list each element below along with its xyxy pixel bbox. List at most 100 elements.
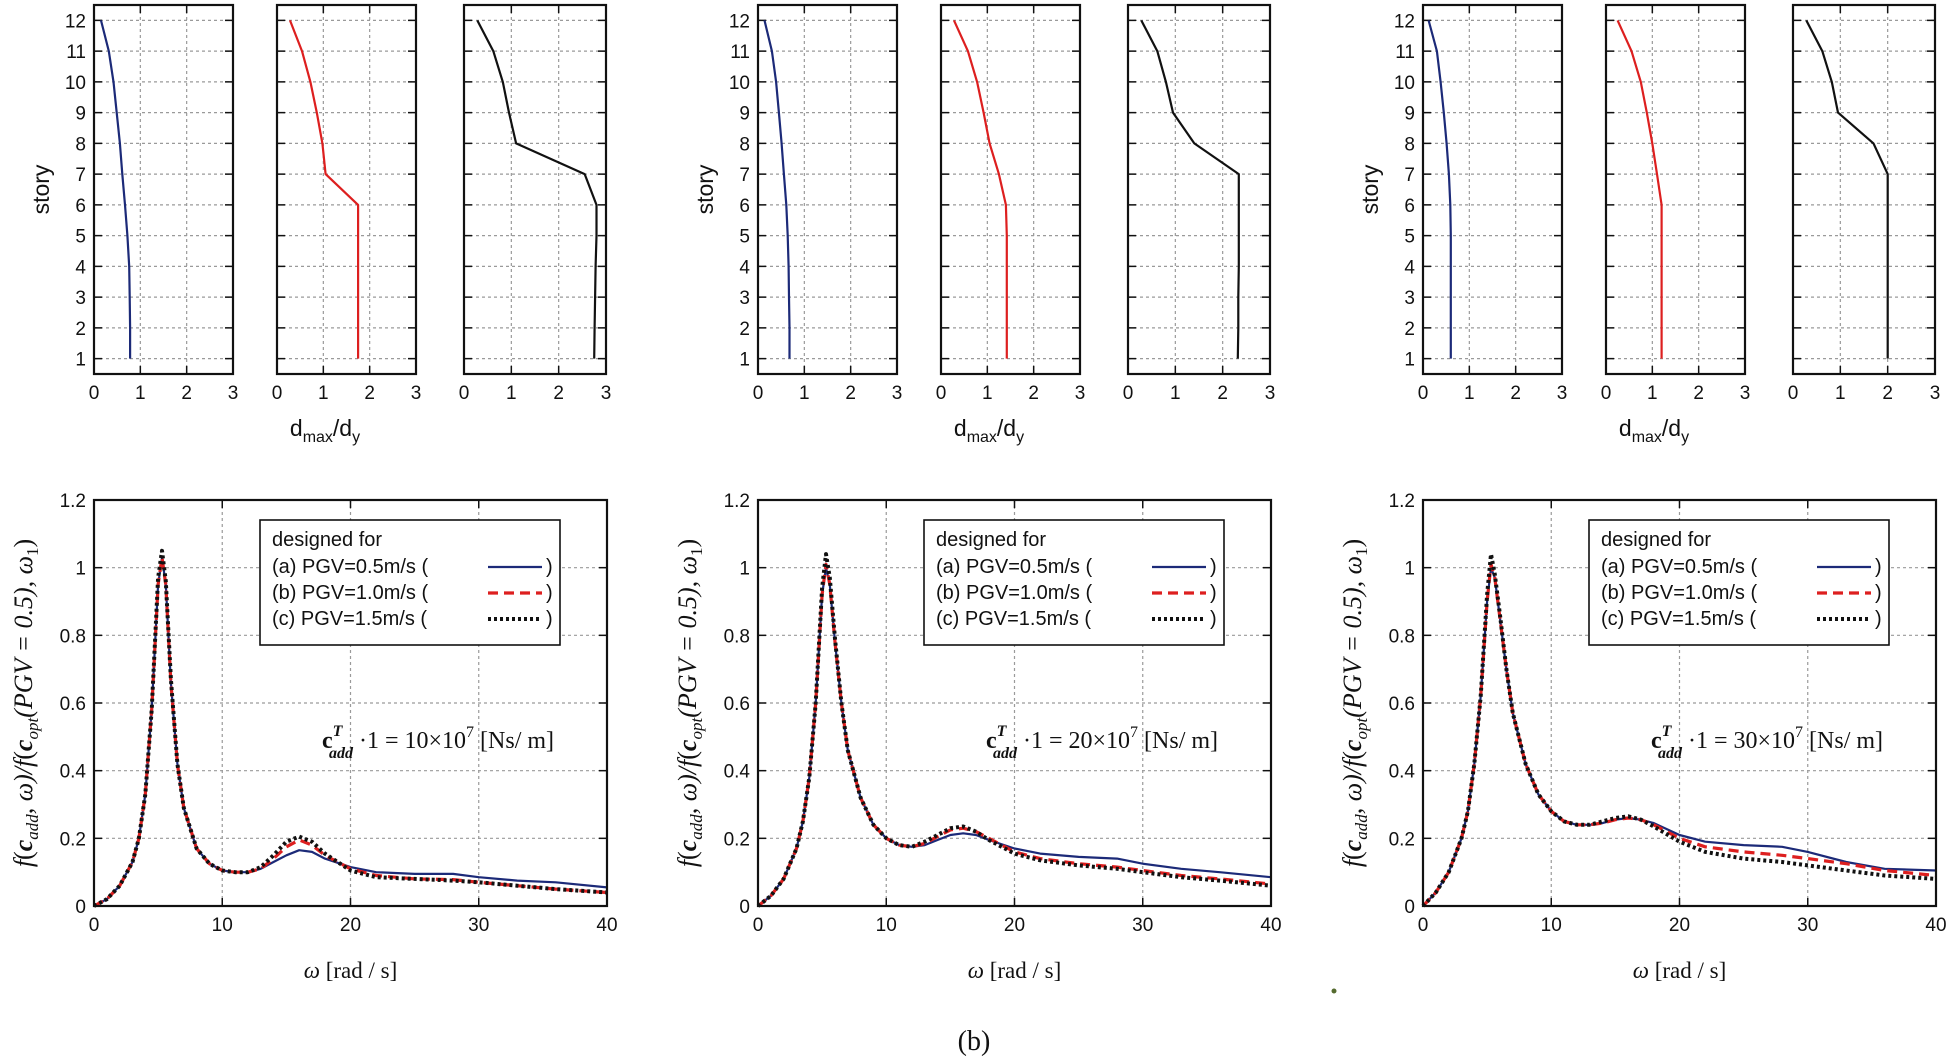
y-tick-label: 3 — [739, 288, 750, 309]
y-tick-label: 10 — [729, 73, 750, 94]
y-label-part: ) — [9, 539, 38, 548]
x-tick-label: 10 — [212, 915, 233, 936]
stray-dot — [1331, 988, 1337, 994]
legend: designed for (a) PGV=0.5m/s () (b) PGV=1.0… — [1588, 519, 1890, 646]
legend-title: designed for — [936, 529, 1046, 551]
x-label-part: /d — [1662, 415, 1681, 441]
x-label-part: /d — [997, 415, 1016, 441]
y-label-part: ) — [673, 539, 702, 548]
plot-frame — [462, 3, 608, 376]
y-tick-label: 0.8 — [724, 626, 750, 647]
y-tick-label: 8 — [75, 134, 86, 155]
y-label-subscript: opt — [687, 717, 706, 740]
plot-frame — [92, 3, 235, 376]
legend: designed for (a) PGV=0.5m/s () (b) PGV=1.0… — [923, 519, 1225, 646]
y-tick-label: 0.4 — [724, 762, 751, 783]
x-tick-label: 1 — [318, 383, 329, 404]
annotation: cT add ·1 = 20×107 [Ns/ m] — [986, 723, 1218, 762]
x-tick-label: 40 — [596, 915, 617, 936]
y-tick-label: 11 — [66, 42, 86, 63]
chart-5: 0 1 2 3 — [936, 3, 1085, 404]
x-tick-label: 1 — [1647, 383, 1658, 404]
legend-entry-1: (a) PGV=0.5m/s ( — [1601, 556, 1757, 578]
y-tick-label: 9 — [1404, 104, 1415, 125]
y-tick-label: 0.6 — [724, 694, 750, 715]
x-tick-label: 2 — [1217, 383, 1228, 404]
y-tick-label: 12 — [1394, 11, 1415, 32]
y-tick-label: 1 — [75, 350, 86, 371]
x-tick-label: 3 — [601, 383, 612, 404]
annotation-subscript: add — [993, 745, 1018, 762]
x-label-symbol: ω — [304, 958, 326, 983]
series-line-1 — [1616, 19, 1663, 359]
x-tick-label: 0 — [936, 383, 947, 404]
x-label-part: d — [1619, 415, 1632, 441]
y-label-subscript: 1 — [1352, 547, 1371, 556]
plot-frame — [92, 498, 609, 908]
legend-close-paren: ) — [1210, 582, 1217, 604]
x-label-unit: [rad / s] — [990, 958, 1062, 983]
annotation-part: ·1 = 30×10 — [1682, 728, 1795, 754]
y-label-part: f — [673, 756, 702, 767]
x-tick-label: 0 — [1418, 915, 1429, 936]
chart-9: 0 1 2 3 — [1788, 3, 1941, 404]
y-label-part: (PGV = 0.5), ω — [1338, 556, 1367, 718]
chart-2: 0 1 2 3 — [272, 3, 421, 404]
x-label-subscript: max — [1632, 429, 1662, 446]
y-tick-label: 8 — [1404, 134, 1415, 155]
annotation-part: ·1 = 20×10 — [1017, 728, 1130, 754]
y-tick-label: 7 — [75, 165, 86, 186]
y-tick-label: 3 — [75, 288, 86, 309]
y-label-subscript: add — [687, 814, 706, 840]
y-tick-label: 10 — [65, 73, 86, 94]
y-tick-label: 2 — [75, 319, 86, 340]
annotation-part: c — [986, 728, 997, 754]
y-label-part: , ω)/ — [1338, 764, 1367, 814]
x-tick-label: 1 — [1170, 383, 1181, 404]
y-tick-label: 0 — [75, 897, 86, 918]
legend-close-paren: ) — [1875, 608, 1882, 630]
plot-frame — [1421, 3, 1564, 376]
plot-frame — [275, 3, 418, 376]
y-tick-label: 0.8 — [1389, 626, 1415, 647]
plot-frame — [756, 498, 1273, 908]
legend-entry-3: (c) PGV=1.5m/s ( — [936, 608, 1091, 630]
y-axis-label: story — [28, 164, 54, 214]
annotation-part: c — [322, 728, 333, 754]
series-line-1 — [1805, 19, 1889, 359]
y-tick-label: 5 — [739, 227, 750, 248]
plot-frame — [1421, 498, 1938, 908]
x-label-part: /d — [333, 415, 352, 441]
y-label-part: ( — [673, 751, 702, 760]
legend-entry-3: (c) PGV=1.5m/s ( — [1601, 608, 1756, 630]
x-tick-label: 30 — [1132, 915, 1153, 936]
x-tick-label: 1 — [982, 383, 993, 404]
annotation-superscript: T — [1662, 723, 1673, 740]
y-label-part: ( — [1338, 851, 1367, 860]
legend-box — [1588, 519, 1890, 646]
series-line-1 — [1427, 20, 1452, 359]
x-tick-label: 0 — [459, 383, 470, 404]
y-label-part: (PGV = 0.5), ω — [9, 556, 38, 718]
x-tick-label: 10 — [1541, 915, 1562, 936]
x-axis-label: dmax/dy — [1619, 415, 1689, 446]
x-tick-label: 0 — [89, 383, 100, 404]
y-tick-label: 1 — [739, 350, 750, 371]
x-label-symbol: ω — [968, 958, 990, 983]
y-axis-label: f(cadd, ω)/f(copt(PGV = 0.5), ω1) — [1338, 539, 1371, 867]
y-label-part: ( — [673, 851, 702, 860]
x-tick-label: 3 — [1930, 383, 1941, 404]
y-tick-label: 1.2 — [724, 491, 750, 512]
y-tick-label: 5 — [1404, 227, 1415, 248]
plot-frame — [1791, 3, 1937, 376]
y-label-part: ( — [1338, 751, 1367, 760]
y-tick-label: 11 — [730, 42, 750, 63]
x-tick-label: 0 — [89, 915, 100, 936]
y-label-part: c — [673, 839, 702, 851]
y-tick-label: 7 — [739, 165, 750, 186]
x-tick-label: 3 — [1557, 383, 1568, 404]
x-tick-label: 2 — [1028, 383, 1039, 404]
annotation: cT add ·1 = 30×107 [Ns/ m] — [1651, 723, 1883, 762]
